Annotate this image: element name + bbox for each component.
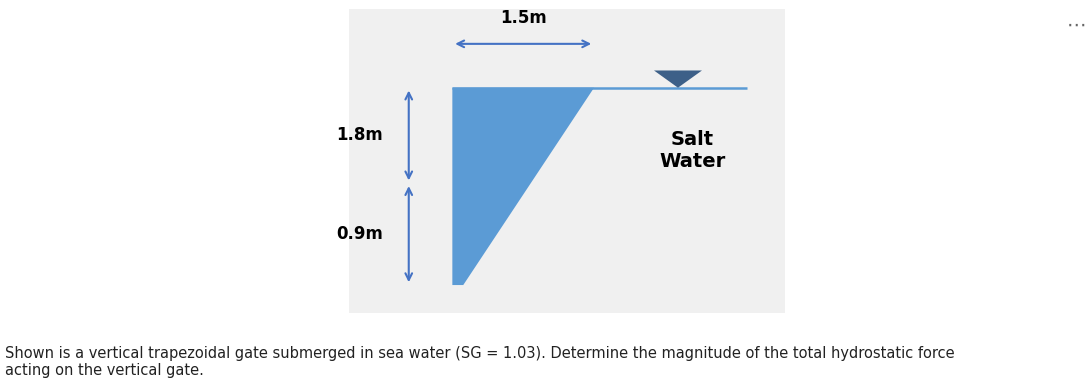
Text: 0.9m: 0.9m [336,225,384,243]
Text: 1.5m: 1.5m [500,9,546,27]
Text: ⋯: ⋯ [1067,16,1087,34]
Text: Salt
Water: Salt Water [659,130,725,171]
Polygon shape [654,70,702,88]
FancyBboxPatch shape [349,10,785,313]
Polygon shape [452,88,594,285]
Text: 1.8m: 1.8m [337,126,383,144]
Text: Shown is a vertical trapezoidal gate submerged in sea water (SG = 1.03). Determi: Shown is a vertical trapezoidal gate sub… [5,346,955,378]
